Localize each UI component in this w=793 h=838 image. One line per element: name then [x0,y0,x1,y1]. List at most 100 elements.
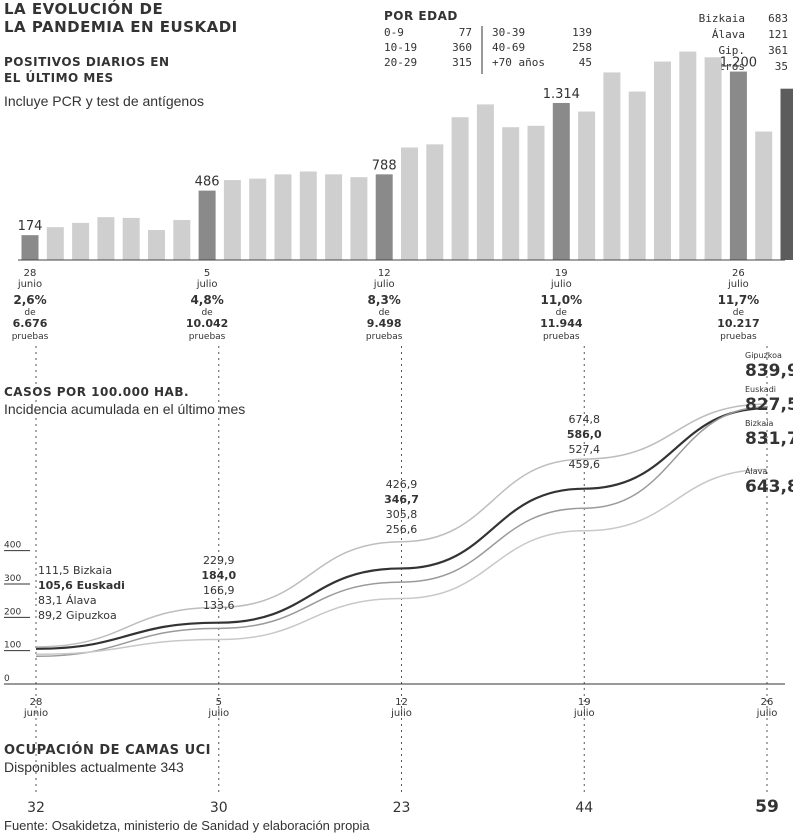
age-group-value: 360 [452,41,472,54]
x-tick-month: julio [390,708,412,719]
x-tick-day: 12 [395,697,408,708]
uci-title: OCUPACIÓN DE CAMAS UCI [4,742,211,758]
bar-date-label: 11.944 [540,317,583,330]
line-chart-axis: 400 300 200 100 0 [4,541,785,685]
bar [578,111,596,260]
line-annotation: 426,9 [386,478,418,491]
territory-value: 361 [768,44,788,57]
bar-chart-title-1: POSITIVOS DIARIOS EN [4,55,170,69]
y-tick-label: 0 [4,674,10,684]
end-label-value: 839,9 [745,361,793,381]
line-chart-series [35,403,768,658]
x-tick-month: julio [573,708,595,719]
bar [755,131,773,260]
bar [426,144,444,260]
bar [451,117,469,260]
bar [274,174,292,260]
line-annotation: 586,0 [567,428,602,441]
by-age-table: 0-9 77 10-19 360 20-29 315 30-39 139 40-69 258 +70… [384,26,592,74]
x-tick-day: 28 [30,697,43,708]
bar-date-label: 11,0% [540,293,582,307]
bar [299,171,317,260]
bar-date-label: pruebas [543,332,580,342]
bar-date-label: julio [373,279,395,290]
x-tick-month: julio [207,708,229,719]
bar-data-label: 1.200 [720,56,757,71]
bar-date-label: 9.498 [367,317,402,330]
bar [527,125,545,260]
bar-date-label: julio [550,279,572,290]
uci-value: 44 [575,800,593,816]
bar [502,127,520,260]
territory-label: Bizkaia [699,12,745,25]
bar [780,88,793,260]
line-annotation: 229,9 [203,554,235,567]
x-tick-month: julio [756,708,778,719]
bar-date-label: 2,6% [13,293,46,307]
end-label-name: Bizkaia [745,419,774,428]
bar [97,217,115,260]
bar-data-label: 174 [18,219,43,234]
age-group-label: 30-39 [492,26,525,39]
age-group-label: 20-29 [384,56,417,69]
uci-value: 32 [27,800,45,816]
age-group-label: +70 años [492,56,545,69]
line-annotation: 256,6 [386,523,418,536]
bar [72,222,90,260]
title-line-2: LA PANDEMIA EN EUSKADI [4,18,238,36]
bar [249,178,267,260]
bar-date-label: 5 [204,268,210,279]
line-annotation: 674,8 [569,413,601,426]
bar-date-label: julio [196,279,218,290]
bar-date-label: de [24,308,36,318]
bar-chart-date-labels: 28junio2,6%de6.676pruebas5julio4,8%de10.… [12,268,760,342]
bar [375,174,393,260]
bar-date-label: junio [17,279,42,290]
line-chart-title: CASOS POR 100.000 HAB. [4,385,189,399]
y-tick-label: 200 [4,607,21,617]
uci-value: 30 [210,800,228,816]
bar [122,217,140,260]
y-tick-label: 100 [4,641,21,651]
bar-date-label: 19 [555,268,568,279]
series-line [35,407,768,650]
bar-date-label: pruebas [189,332,226,342]
territory-label: Álava [712,28,745,41]
bar-date-label: 28 [24,268,37,279]
bar-date-label: 10.217 [717,317,759,330]
territory-label: Gip. [719,44,746,57]
bar [198,190,216,260]
line-annotation: 305,8 [386,508,418,521]
bar-data-label: 788 [372,158,397,173]
uci-value: 23 [393,800,411,816]
bar-date-label: de [733,308,745,318]
territory-value: 683 [768,12,788,25]
end-label-value: 831,7 [745,429,793,449]
end-label-name: Álava [745,465,767,476]
series-line [35,406,768,658]
bar-date-label: 4,8% [190,293,223,307]
bar [148,230,165,260]
x-tick-month: junio [23,708,48,719]
line-annotation: 184,0 [201,569,236,582]
bar [21,235,39,260]
source-note: Fuente: Osakidetza, ministerio de Sanida… [4,818,370,833]
bar [729,71,747,260]
line-chart-annotations: 111,5 Bizkaia 105,6 Euskadi 83,1 Álava 89,2… [38,413,602,622]
bar [401,147,418,260]
bar-chart-title-2: EL ÚLTIMO MES [4,70,114,85]
bar [628,91,646,260]
bar-date-label: 26 [732,268,745,279]
x-tick-day: 26 [761,697,774,708]
bar-data-label: 486 [195,175,220,190]
by-age-title: POR EDAD [384,9,458,23]
bar [325,174,343,260]
bar-date-label: de [379,308,391,318]
x-tick-day: 5 [216,697,222,708]
bar-date-label: 10.042 [186,317,228,330]
y-tick-label: 300 [4,574,21,584]
bar-date-label: 6.676 [13,317,48,330]
